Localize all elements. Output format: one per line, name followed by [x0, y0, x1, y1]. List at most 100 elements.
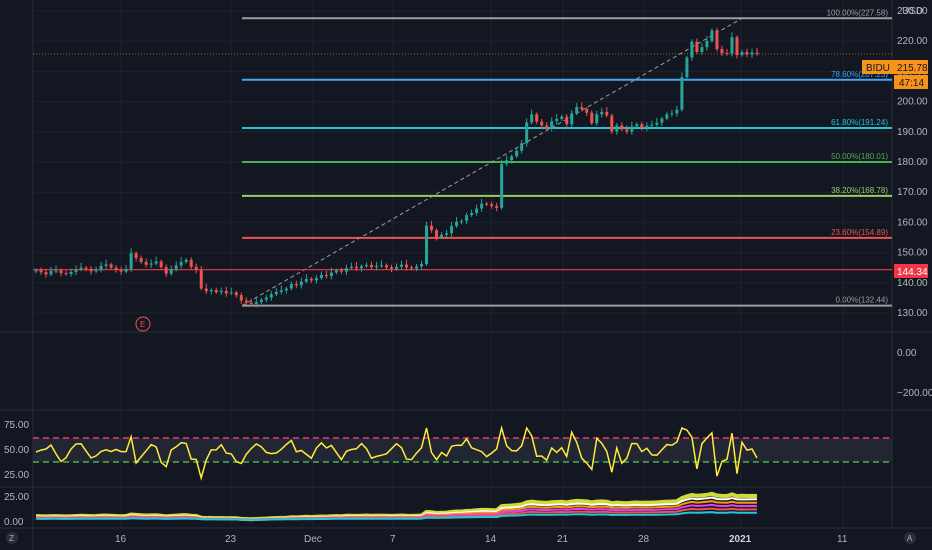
candle-body[interactable] [344, 268, 348, 272]
candle-body[interactable] [510, 156, 514, 161]
candle-body[interactable] [695, 41, 699, 53]
candle-body[interactable] [324, 274, 328, 277]
candle-body[interactable] [359, 266, 363, 269]
candle-body[interactable] [309, 278, 313, 281]
candle-body[interactable] [625, 129, 629, 132]
candle-body[interactable] [595, 114, 599, 124]
candle-body[interactable] [349, 266, 353, 269]
candle-body[interactable] [109, 264, 113, 268]
candle-body[interactable] [259, 299, 263, 303]
candle-body[interactable] [379, 265, 383, 267]
candle-body[interactable] [64, 273, 68, 275]
candle-body[interactable] [660, 118, 664, 123]
candle-body[interactable] [229, 292, 233, 294]
candle-body[interactable] [680, 77, 684, 110]
candle-body[interactable] [700, 47, 704, 53]
candle-body[interactable] [94, 269, 98, 272]
candle-body[interactable] [450, 226, 454, 234]
candle-body[interactable] [480, 203, 484, 209]
candle-body[interactable] [269, 294, 273, 298]
candle-body[interactable] [630, 126, 634, 132]
candle-body[interactable] [720, 49, 724, 53]
candle-body[interactable] [560, 116, 564, 119]
candle-body[interactable] [114, 267, 118, 271]
candle-body[interactable] [505, 160, 509, 164]
candle-body[interactable] [610, 115, 614, 132]
candle-body[interactable] [369, 264, 373, 268]
candle-body[interactable] [139, 258, 143, 262]
candle-body[interactable] [550, 121, 554, 129]
candle-body[interactable] [54, 270, 58, 272]
candle-body[interactable] [384, 265, 388, 268]
candle-body[interactable] [460, 220, 464, 222]
candle-body[interactable] [174, 265, 178, 269]
candle-body[interactable] [635, 124, 639, 127]
candle-body[interactable] [234, 292, 238, 296]
candle-body[interactable] [665, 114, 669, 119]
candle-body[interactable] [179, 261, 183, 266]
candle-body[interactable] [730, 37, 734, 54]
candle-body[interactable] [209, 290, 213, 292]
candle-body[interactable] [184, 259, 188, 262]
candle-body[interactable] [104, 264, 108, 266]
candle-body[interactable] [600, 111, 604, 115]
candle-body[interactable] [354, 266, 358, 269]
candle-body[interactable] [485, 203, 489, 205]
candle-body[interactable] [214, 290, 218, 293]
candle-body[interactable] [59, 270, 63, 274]
candle-body[interactable] [580, 107, 584, 109]
candle-body[interactable] [490, 204, 494, 207]
candle-body[interactable] [149, 263, 153, 265]
candle-body[interactable] [495, 206, 499, 208]
candle-body[interactable] [545, 125, 549, 129]
candle-body[interactable] [374, 265, 378, 268]
candle-body[interactable] [264, 297, 268, 300]
candle-body[interactable] [389, 267, 393, 269]
candle-body[interactable] [475, 208, 479, 214]
candle-body[interactable] [159, 261, 163, 268]
candle-body[interactable] [79, 267, 83, 270]
candle-body[interactable] [725, 52, 729, 54]
earnings-marker-circle[interactable] [135, 316, 151, 332]
candle-body[interactable] [705, 40, 709, 48]
candle-body[interactable] [294, 284, 298, 286]
candle-body[interactable] [329, 272, 333, 277]
candle-body[interactable] [670, 113, 674, 115]
rsi-indicator[interactable] [33, 425, 892, 481]
candle-body[interactable] [395, 266, 398, 269]
candle-body[interactable] [144, 261, 148, 265]
candle-body[interactable] [655, 122, 659, 125]
candle-body[interactable] [640, 124, 644, 128]
fib-trendline[interactable] [241, 17, 743, 307]
candle-body[interactable] [685, 57, 689, 78]
candle-body[interactable] [420, 264, 424, 267]
candle-body[interactable] [244, 300, 248, 303]
candle-body[interactable] [194, 266, 198, 271]
candle-body[interactable] [525, 122, 529, 144]
candle-body[interactable] [710, 30, 714, 41]
candle-body[interactable] [715, 30, 719, 50]
candle-body[interactable] [284, 288, 288, 291]
candle-body[interactable] [415, 266, 419, 269]
candle-body[interactable] [364, 264, 368, 267]
candle-body[interactable] [455, 221, 459, 227]
candle-body[interactable] [164, 267, 168, 274]
candle-body[interactable] [169, 268, 173, 274]
candle-body[interactable] [204, 288, 208, 292]
candle-body[interactable] [84, 267, 88, 269]
candle-body[interactable] [189, 259, 193, 267]
candle-body[interactable] [430, 225, 434, 231]
candle-body[interactable] [585, 108, 589, 113]
candle-body[interactable] [745, 52, 749, 55]
candle-body[interactable] [400, 264, 404, 267]
candle-body[interactable] [515, 150, 519, 157]
candle-body[interactable] [39, 270, 43, 273]
candle-body[interactable] [500, 163, 504, 208]
candle-body[interactable] [129, 253, 133, 270]
candle-body[interactable] [620, 125, 624, 130]
candle-body[interactable] [530, 114, 534, 123]
candle-body[interactable] [440, 234, 444, 238]
vol-series-line[interactable] [35, 511, 757, 521]
candle-body[interactable] [119, 270, 123, 272]
